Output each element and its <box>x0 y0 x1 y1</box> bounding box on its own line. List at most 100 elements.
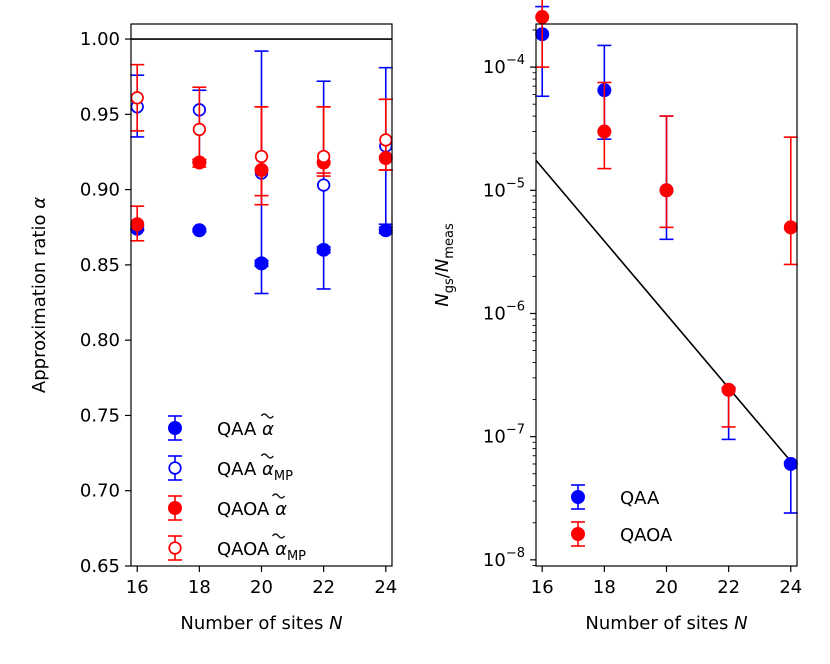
y-axis-label-den: N <box>432 259 453 272</box>
legend-tilde <box>260 453 274 459</box>
series-qaa <box>535 5 798 514</box>
legend-label: QAA <box>620 488 660 509</box>
legend-label-name: QAOA <box>217 499 275 520</box>
y-tick-base: 10 <box>483 303 506 324</box>
series-qaa <box>130 221 393 271</box>
legend-label: QAOA <box>620 525 673 546</box>
y-tick-label: 0.90 <box>80 180 120 201</box>
y-tick-exponent: −6 <box>506 299 525 314</box>
legend-entry: QAOA <box>571 521 673 547</box>
x-axis-label: Number of sites N <box>585 613 747 634</box>
y-tick-label: 0.80 <box>80 330 120 351</box>
point-1-0-marker <box>535 10 550 25</box>
x-tick-label: 16 <box>531 577 554 598</box>
y-axis-label-sep: / <box>432 271 453 278</box>
legend-tilde <box>272 533 285 539</box>
point-0-4-marker <box>783 456 798 471</box>
legend-marker <box>571 527 585 541</box>
y-axis-label-den-sub: meas <box>442 223 457 259</box>
point-1-1-marker <box>597 124 612 139</box>
y-tick-label: 10−4 <box>483 53 525 78</box>
point-1-2-marker <box>659 183 674 198</box>
legend-label-sub: MP <box>274 469 293 484</box>
y-tick-label: 0.95 <box>80 104 120 125</box>
legend-entry: QAOA α <box>168 493 287 521</box>
legend-label-name: QAA <box>217 459 262 480</box>
x-tick-label: 18 <box>593 577 616 598</box>
legend-label-name: QAOA <box>217 539 275 560</box>
legend-tilde <box>272 493 285 499</box>
x-tick-label: 20 <box>655 577 678 598</box>
legend-label-var: α <box>275 539 287 560</box>
legend-marker <box>168 501 182 515</box>
legend-marker <box>571 490 585 504</box>
y-axis-label: Ngs/Nmeas <box>432 223 457 307</box>
y-tick-label: 10−8 <box>483 546 525 571</box>
x-tick-label: 22 <box>717 577 740 598</box>
legend-label: QAA α <box>217 419 274 440</box>
legend-label: QAOA α <box>217 499 287 520</box>
y-tick-label: 0.70 <box>80 481 120 502</box>
point-3-1-marker <box>192 122 207 137</box>
y-axis-label-var: α <box>29 197 50 209</box>
x-tick-label: 20 <box>250 577 273 598</box>
x-axis-label-var: N <box>329 613 342 634</box>
point-1-3-marker <box>316 178 331 192</box>
point-1-4-marker <box>783 220 798 235</box>
y-axis-label-num: N <box>432 293 453 306</box>
x-tick-label: 16 <box>126 577 149 598</box>
legend-marker <box>168 541 182 555</box>
legend-entry: QAOA αMP <box>168 533 306 564</box>
legend-entry: QAA αMP <box>168 453 293 484</box>
legend-entry: QAA <box>571 484 660 510</box>
series-qaoa-mp <box>130 63 393 197</box>
legend-label-sub: MP <box>287 549 306 564</box>
y-tick-label: 0.85 <box>80 255 120 276</box>
y-tick-base: 10 <box>483 427 506 448</box>
y-tick-base: 10 <box>483 180 506 201</box>
y-tick-label: 10−6 <box>483 299 525 324</box>
y-tick-exponent: −8 <box>506 546 525 561</box>
legend-tilde <box>260 413 274 419</box>
point-1-3-marker <box>721 382 736 397</box>
legend-marker <box>168 461 182 475</box>
y-tick-exponent: −7 <box>506 423 525 438</box>
legend-label: QAOA αMP <box>217 539 306 564</box>
point-2-0-marker <box>130 217 145 232</box>
y-axis-label: Approximation ratio α <box>29 197 50 393</box>
point-3-3-marker <box>316 149 331 164</box>
y-tick-label: 0.75 <box>80 405 120 426</box>
y-tick-base: 10 <box>483 550 506 571</box>
y-tick-label: 0.65 <box>80 556 120 577</box>
y-tick-label: 10−7 <box>483 423 525 448</box>
point-3-2-marker <box>254 149 269 164</box>
legend-marker <box>168 421 182 435</box>
x-tick-label: 24 <box>779 577 802 598</box>
x-axis-label-text: Number of sites <box>180 613 329 634</box>
y-axis-label-num-sub: gs <box>442 278 457 293</box>
point-0-1-marker <box>192 223 207 238</box>
y-tick-exponent: −4 <box>506 53 525 68</box>
x-axis-label: Number of sites N <box>180 613 342 634</box>
y-tick-base: 10 <box>483 57 506 78</box>
x-tick-label: 18 <box>188 577 211 598</box>
legend-label-var: α <box>262 419 274 440</box>
y-tick-exponent: −5 <box>506 176 525 191</box>
series-qaoa <box>535 0 798 428</box>
legend-label: QAA αMP <box>217 459 293 484</box>
x-tick-label: 22 <box>312 577 335 598</box>
fit-line <box>535 159 798 470</box>
point-3-4-marker <box>379 133 393 147</box>
point-0-4-marker <box>378 223 393 238</box>
x-axis-label-text: Number of sites <box>585 613 734 634</box>
legend-entry: QAA α <box>168 413 274 441</box>
y-tick-label: 10−5 <box>483 176 525 201</box>
x-axis-label-var: N <box>734 613 747 634</box>
point-3-0-marker <box>130 91 144 105</box>
y-axis-label-text: Approximation ratio <box>29 209 50 393</box>
legend-label-var: α <box>262 459 274 480</box>
legend-label-name: QAA <box>217 419 262 440</box>
